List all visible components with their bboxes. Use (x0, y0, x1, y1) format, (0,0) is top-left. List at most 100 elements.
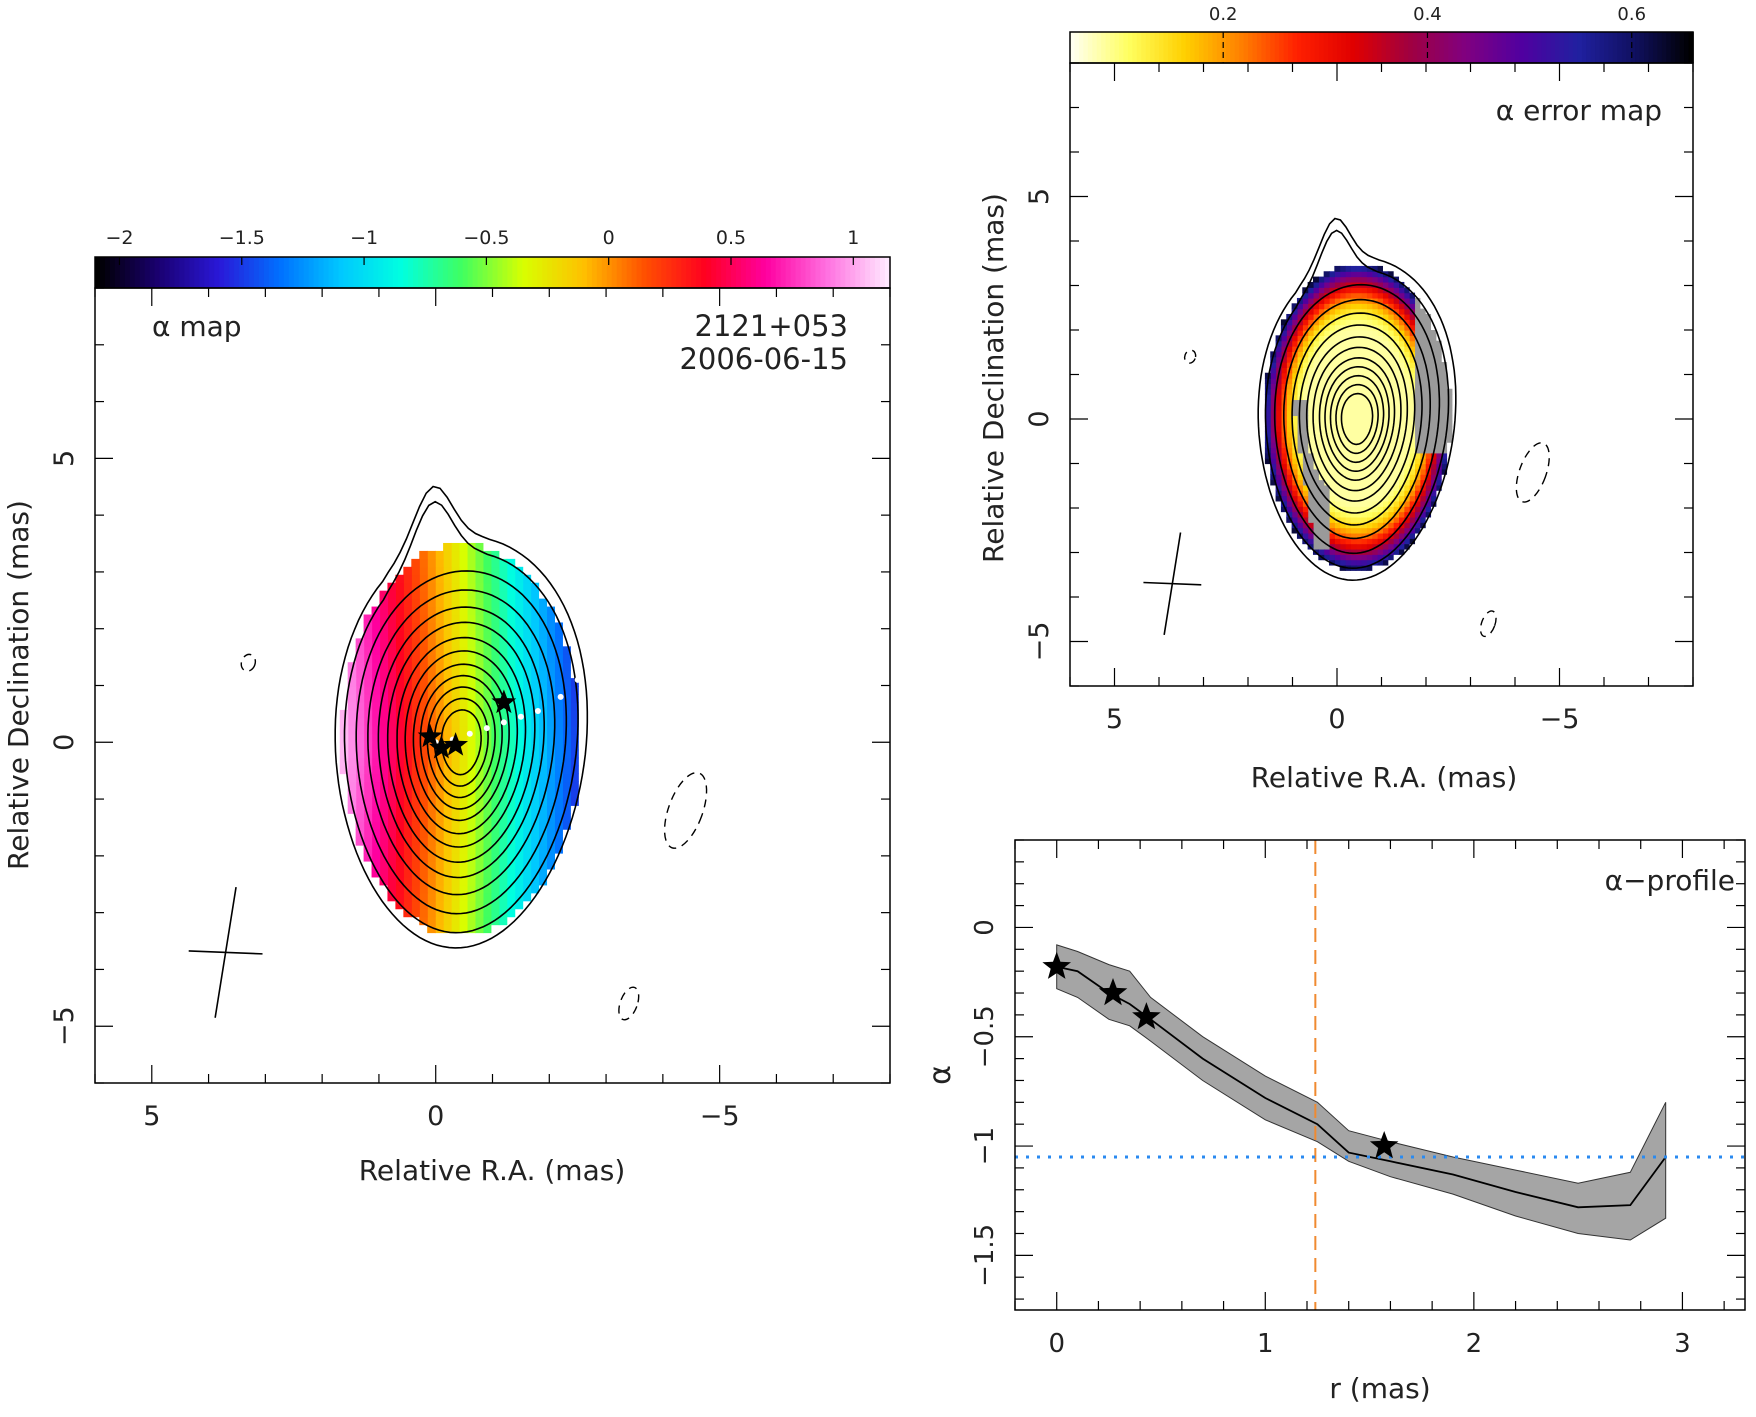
error-pixel (1318, 484, 1325, 491)
error-pixel (1414, 362, 1421, 368)
alpha-pixel (498, 892, 508, 902)
alpha-pixel (538, 773, 548, 783)
alpha-pixel (506, 805, 516, 814)
alpha-pixel (363, 829, 373, 838)
y-tick-label: −5 (49, 1006, 80, 1046)
alpha-pixel (474, 717, 484, 727)
colorbar-cell (174, 257, 181, 288)
error-pixel (1323, 474, 1330, 481)
alpha-pixel (522, 789, 532, 798)
alpha-pixel (562, 678, 571, 687)
error-pixel (1280, 319, 1287, 326)
alpha-pixel (387, 606, 396, 616)
error-pixel (1339, 468, 1346, 475)
alpha-pixel (427, 638, 436, 647)
error-pixel (1414, 330, 1421, 336)
alpha-pixel (530, 805, 540, 814)
error-pixel (1371, 319, 1378, 326)
alpha-pixel (522, 694, 532, 703)
alpha-pixel (498, 654, 508, 663)
error-pixel (1425, 458, 1432, 465)
alpha-pixel (355, 701, 365, 711)
error-pixel (1302, 346, 1309, 352)
error-pixel (1328, 420, 1335, 427)
alpha-pixel (530, 670, 540, 679)
colorbar-cell (581, 257, 588, 288)
error-pixel (1286, 415, 1293, 422)
error-pixel (1430, 378, 1437, 384)
alpha-pixel (514, 900, 524, 910)
colorbar-cell (1430, 32, 1436, 63)
error-pixel (1409, 468, 1416, 475)
alpha-pixel (371, 638, 381, 647)
error-pixel (1345, 474, 1351, 481)
error-pixel (1403, 426, 1410, 433)
colorbar-cell (224, 257, 230, 288)
colorbar-cell (805, 257, 812, 288)
error-pixel (1296, 500, 1303, 507)
alpha-pixel (411, 837, 420, 846)
alpha-pixel (458, 757, 468, 767)
colorbar-cell (368, 257, 375, 288)
error-pixel (1286, 431, 1293, 438)
alpha-pixel (458, 654, 468, 663)
colorbar-cell (885, 257, 891, 288)
error-pixel (1328, 292, 1335, 299)
error-pixel (1409, 527, 1416, 534)
alpha-pixel (474, 574, 484, 584)
alpha-pixel (395, 845, 404, 854)
alpha-pixel (387, 845, 396, 854)
alpha-pixel (347, 725, 357, 735)
alpha-pixel (371, 622, 381, 632)
alpha-pixel (562, 694, 571, 703)
alpha-pixel (482, 733, 492, 743)
error-pixel (1393, 388, 1400, 395)
error-pixel (1345, 271, 1351, 278)
error-pixel (1291, 490, 1298, 497)
alpha-pixel (538, 781, 548, 791)
error-pixel (1318, 532, 1325, 539)
colorbar-cell (348, 257, 355, 288)
alpha-pixel (435, 662, 444, 671)
error-pixel (1339, 543, 1346, 550)
error-pixel (1366, 383, 1373, 390)
error-pixel (1339, 356, 1346, 363)
error-pixel (1334, 346, 1341, 352)
alpha-pixel (466, 542, 476, 552)
colorbar-cell (626, 257, 633, 288)
colorbar-cell (1270, 32, 1276, 63)
colorbar-cell (770, 257, 777, 288)
alpha-pixel (371, 868, 381, 878)
alpha-pixel (554, 789, 563, 798)
error-pixel (1323, 527, 1330, 534)
error-pixel (1302, 297, 1309, 304)
error-pixel (1318, 516, 1325, 523)
alpha-pixel (506, 868, 516, 878)
colorbar-cell (1172, 32, 1178, 63)
alpha-pixel (443, 876, 452, 886)
error-pixel (1339, 265, 1346, 272)
error-pixel (1419, 431, 1426, 438)
alpha-pixel (427, 773, 436, 783)
error-pixel (1414, 388, 1421, 395)
alpha-pixel (419, 598, 428, 608)
error-pixel (1318, 297, 1325, 304)
alpha-pixel (435, 686, 444, 695)
error-pixel (1409, 538, 1416, 545)
alpha-pixel (554, 757, 563, 767)
alpha-profile-error-band (1056, 944, 1667, 1241)
error-pixel (1280, 367, 1287, 374)
alpha-pixel (474, 686, 484, 695)
alpha-pixel (458, 622, 468, 632)
error-pixel (1334, 276, 1341, 283)
alpha-pixel (490, 590, 500, 600)
alpha-pixel (427, 757, 436, 767)
alpha-pixel (347, 709, 357, 719)
alpha-pixel (482, 908, 492, 918)
alpha-pixel (506, 860, 516, 870)
alpha-pixel (411, 829, 420, 838)
alpha-pixel (522, 805, 532, 814)
error-pixel (1302, 431, 1309, 438)
error-pixel (1377, 367, 1383, 374)
error-pixel (1409, 404, 1416, 411)
